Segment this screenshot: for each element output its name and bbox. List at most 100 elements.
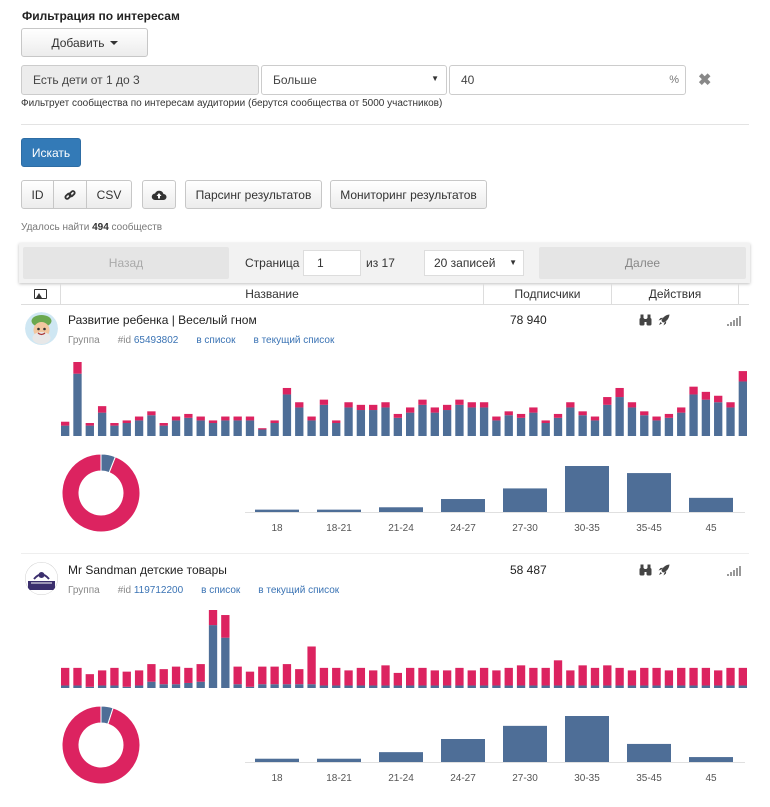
activity-bar-pink — [110, 423, 119, 426]
activity-bar-blue — [196, 420, 205, 436]
page-number-input[interactable]: 1 — [303, 250, 361, 276]
activity-bar-blue — [590, 685, 600, 688]
activity-bar-pink — [73, 362, 82, 374]
activity-bar-pink — [97, 406, 107, 413]
monitor-results-button[interactable]: Мониторинг результатов — [330, 180, 487, 209]
export-csv-button[interactable]: CSV — [96, 187, 122, 202]
activity-bar-blue — [208, 423, 218, 436]
age-bar — [689, 497, 733, 512]
age-tick-label: 45 — [705, 523, 717, 534]
activity-bar-blue — [664, 685, 674, 688]
activity-bar-blue — [603, 404, 612, 436]
upload-button[interactable] — [142, 180, 176, 209]
search-button[interactable]: Искать — [21, 138, 81, 167]
rocket-icon[interactable] — [658, 564, 670, 576]
group-id-link[interactable]: 65493802 — [133, 335, 179, 346]
activity-bar-blue — [689, 394, 698, 436]
activity-bar-pink — [479, 667, 489, 686]
activity-bar-pink — [381, 402, 390, 408]
activity-bar-blue — [159, 684, 168, 688]
select-arrow-icon: ▼ — [431, 74, 439, 83]
add-to-current-list-link[interactable]: в текущий список — [258, 585, 340, 596]
age-bar — [317, 758, 361, 762]
group-meta: Группа #id 119712200 в список в текущий спи… — [68, 585, 339, 596]
activity-bar-pink — [615, 387, 624, 398]
operator-value: Больше — [273, 73, 317, 87]
activity-bar-pink — [208, 420, 218, 424]
remove-filter-icon[interactable]: ✖ — [698, 72, 712, 89]
activity-bar-pink — [640, 667, 649, 686]
next-page-button[interactable]: Далее — [539, 247, 746, 279]
activity-bar-blue — [529, 412, 538, 436]
binoculars-icon[interactable] — [639, 314, 652, 326]
activity-bar-blue — [455, 685, 464, 688]
group-type: Группа — [68, 585, 100, 596]
percent-unit: % — [669, 74, 679, 86]
activity-bar-blue — [221, 637, 230, 688]
activity-bar-pink — [270, 420, 279, 424]
activity-bar-pink — [553, 660, 563, 686]
activity-bar-pink — [184, 667, 193, 683]
operator-select[interactable]: Больше ▼ — [261, 65, 447, 95]
activity-bar-blue — [295, 684, 304, 688]
activity-bar-blue — [714, 685, 723, 688]
activity-bar-blue — [640, 415, 649, 436]
activity-bar-pink — [159, 669, 168, 685]
group-name[interactable]: Mr Sandman детские товары — [68, 563, 227, 577]
value-input[interactable]: 40 % — [449, 65, 686, 95]
group-name[interactable]: Развитие ребенка | Веселый гном — [68, 313, 257, 327]
activity-chart — [61, 362, 747, 436]
activity-bar-blue — [541, 423, 550, 436]
stats-signal-icon[interactable] — [727, 566, 741, 576]
rocket-icon[interactable] — [658, 314, 670, 326]
activity-bar-pink — [196, 664, 205, 682]
activity-bar-blue — [147, 681, 156, 688]
stats-signal-icon[interactable] — [727, 316, 741, 326]
activity-bar-blue — [479, 407, 489, 436]
activity-bar-blue — [738, 381, 747, 436]
activity-bar-pink — [122, 671, 131, 687]
activity-bar-pink — [344, 402, 353, 408]
age-tick-label: 27-30 — [512, 523, 538, 534]
column-subscribers[interactable]: Подписчики — [484, 284, 612, 304]
age-bar — [565, 466, 609, 512]
activity-bar-blue — [233, 684, 242, 688]
activity-bar-pink — [381, 665, 390, 686]
activity-bar-pink — [61, 421, 70, 426]
activity-bar-blue — [97, 685, 107, 688]
group-id-link[interactable]: 119712200 — [133, 585, 184, 596]
row-divider — [21, 553, 749, 554]
activity-bar-blue — [73, 685, 82, 688]
binoculars-icon[interactable] — [639, 564, 652, 576]
age-bar — [379, 507, 423, 512]
export-links-button[interactable] — [54, 181, 87, 208]
per-page-select[interactable]: 20 записей ▼ — [424, 250, 524, 276]
avatar[interactable] — [25, 312, 58, 345]
activity-bar-blue — [479, 685, 489, 688]
interest-field[interactable]: Есть дети от 1 до 3 — [21, 65, 259, 95]
avatar[interactable] — [25, 562, 58, 595]
add-to-current-list-link[interactable]: в текущий список — [253, 335, 335, 346]
activity-bar-blue — [282, 684, 292, 688]
add-filter-button[interactable]: Добавить — [21, 28, 148, 57]
age-bar — [503, 725, 547, 762]
activity-bar-pink — [726, 402, 735, 408]
activity-bar-blue — [492, 420, 501, 436]
activity-bar-pink — [307, 416, 316, 421]
activity-bar-pink — [97, 670, 107, 686]
add-to-list-link[interactable]: в список — [196, 335, 236, 346]
activity-bar-blue — [208, 625, 218, 688]
activity-bar-blue — [726, 407, 735, 436]
column-name[interactable]: Название — [61, 284, 484, 304]
activity-bar-pink — [171, 416, 181, 421]
prev-page-button[interactable]: Назад — [23, 247, 229, 279]
activity-bar-pink — [147, 411, 156, 416]
add-to-list-link[interactable]: в список — [201, 585, 241, 596]
activity-bar-pink — [418, 399, 427, 405]
parse-results-button[interactable]: Парсинг результатов — [185, 180, 322, 209]
age-tick-label: 18 — [271, 523, 283, 534]
activity-bar-pink — [369, 404, 378, 411]
export-id-button[interactable]: ID — [22, 181, 54, 208]
activity-bar-pink — [640, 411, 649, 416]
subscribers-count: 78 940 — [510, 313, 547, 327]
